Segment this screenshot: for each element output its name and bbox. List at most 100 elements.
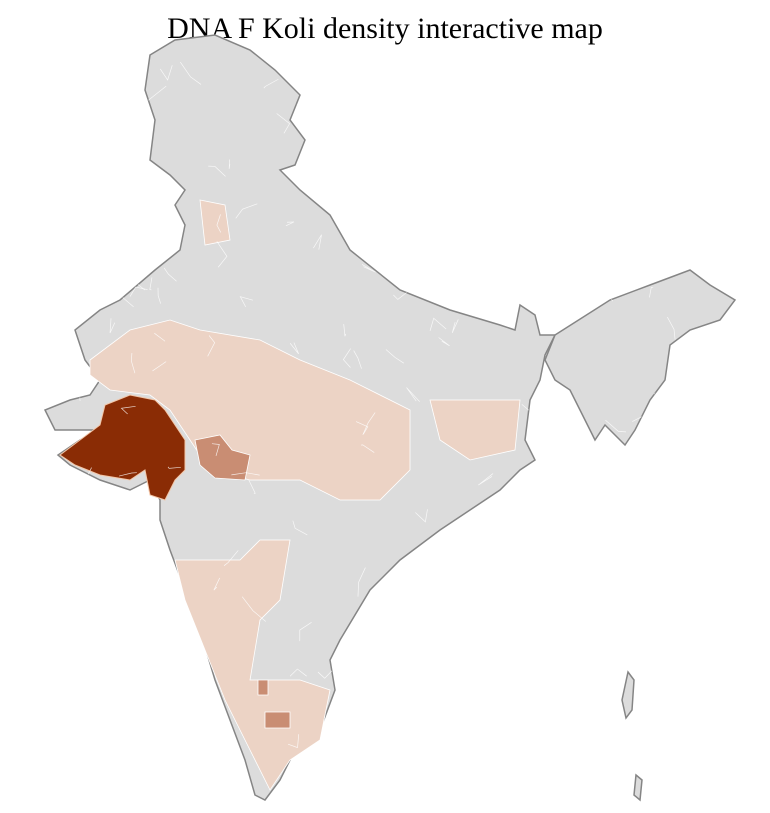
district-boundary (360, 444, 375, 453)
district-boundary (580, 717, 586, 729)
district-boundary (207, 335, 216, 357)
district-boundary (163, 267, 177, 282)
district-boundary (97, 210, 123, 216)
district-boundary (613, 110, 621, 134)
district-boundary (180, 61, 202, 85)
island-south[interactable] (633, 773, 643, 802)
district-boundary (530, 605, 543, 613)
medium-density-regions[interactable] (194, 434, 291, 729)
district-boundary (608, 723, 618, 738)
district-boundary (528, 705, 533, 719)
district-boundary (149, 277, 153, 291)
district-boundary (416, 266, 437, 282)
district-boundary (362, 412, 376, 436)
district-boundary (457, 218, 474, 232)
district-boundary (132, 70, 143, 86)
district-boundary (471, 256, 484, 273)
district-boundary (527, 544, 549, 553)
district-boundary (235, 203, 258, 219)
district-boundary (313, 234, 322, 250)
district-boundary (289, 342, 299, 355)
medium-region-3[interactable] (264, 711, 291, 729)
district-boundary (78, 589, 86, 610)
district-boundary (366, 633, 380, 659)
district-boundary (487, 552, 502, 566)
district-boundary (567, 81, 591, 103)
central-belt-region[interactable] (89, 319, 411, 501)
andaman-islands[interactable] (621, 670, 635, 720)
district-boundary (532, 404, 541, 409)
district-boundary (419, 181, 437, 189)
district-boundary (387, 678, 403, 694)
northeast-region[interactable] (544, 269, 737, 447)
east-region[interactable] (429, 399, 521, 461)
district-boundary (120, 207, 132, 229)
district-boundary (141, 704, 153, 724)
district-boundary (524, 489, 531, 509)
district-boundary (154, 332, 166, 342)
district-boundary (361, 264, 376, 273)
district-boundary (355, 421, 369, 435)
district-boundary (336, 120, 351, 126)
district-boundary (451, 319, 459, 334)
district-boundary (113, 239, 116, 255)
district-boundary (106, 101, 130, 109)
district-boundary (137, 505, 153, 521)
low-density-regions[interactable] (89, 199, 521, 791)
district-boundary (289, 668, 307, 677)
district-boundary (159, 65, 173, 81)
district-boundary (429, 317, 447, 331)
district-boundary (407, 680, 423, 700)
district-boundary (520, 284, 539, 306)
district-boundary (295, 104, 300, 120)
district-boundary (516, 98, 535, 107)
district-boundary (287, 734, 300, 749)
district-boundary (552, 700, 559, 726)
district-boundary (341, 657, 357, 667)
gujarat-region[interactable] (59, 394, 186, 501)
district-boundary (667, 316, 676, 340)
district-boundary (450, 106, 455, 121)
district-boundary (216, 241, 228, 268)
district-boundary (490, 502, 511, 515)
north-region[interactable] (199, 199, 231, 246)
district-boundary (652, 669, 662, 686)
district-boundary (165, 222, 178, 231)
district-boundary (211, 443, 220, 456)
district-boundary (123, 672, 131, 682)
district-boundary (421, 203, 425, 216)
south-region[interactable] (174, 539, 331, 791)
high-density-regions[interactable] (59, 394, 186, 501)
district-boundary (131, 571, 140, 600)
district-boundary (152, 688, 170, 695)
district-boundary (573, 182, 586, 186)
district-boundary (239, 296, 254, 308)
district-boundary (605, 419, 626, 433)
district-boundary (406, 387, 420, 402)
district-boundary (603, 234, 618, 246)
district-boundary (285, 221, 295, 227)
district-boundary (494, 150, 515, 155)
district-boundary (653, 155, 666, 185)
district-boundary (457, 664, 477, 680)
district-boundary (263, 78, 279, 89)
district-boundary (474, 95, 480, 114)
district-boundary (139, 599, 162, 606)
district-boundary (644, 55, 655, 71)
medium-region-2[interactable] (257, 679, 269, 696)
district-boundary (123, 661, 141, 672)
district-boundary (241, 596, 266, 622)
district-boundary (462, 710, 487, 719)
district-boundary (548, 153, 561, 174)
district-boundary (600, 619, 624, 623)
district-boundary (152, 361, 167, 372)
district-boundary (623, 540, 636, 550)
district-boundary (156, 549, 169, 571)
district-boundary (354, 719, 370, 744)
district-boundary (649, 286, 654, 298)
district-boundary (86, 208, 97, 224)
medium-region-1[interactable] (194, 434, 251, 481)
district-boundary (276, 113, 291, 134)
district-boundary (622, 141, 637, 160)
